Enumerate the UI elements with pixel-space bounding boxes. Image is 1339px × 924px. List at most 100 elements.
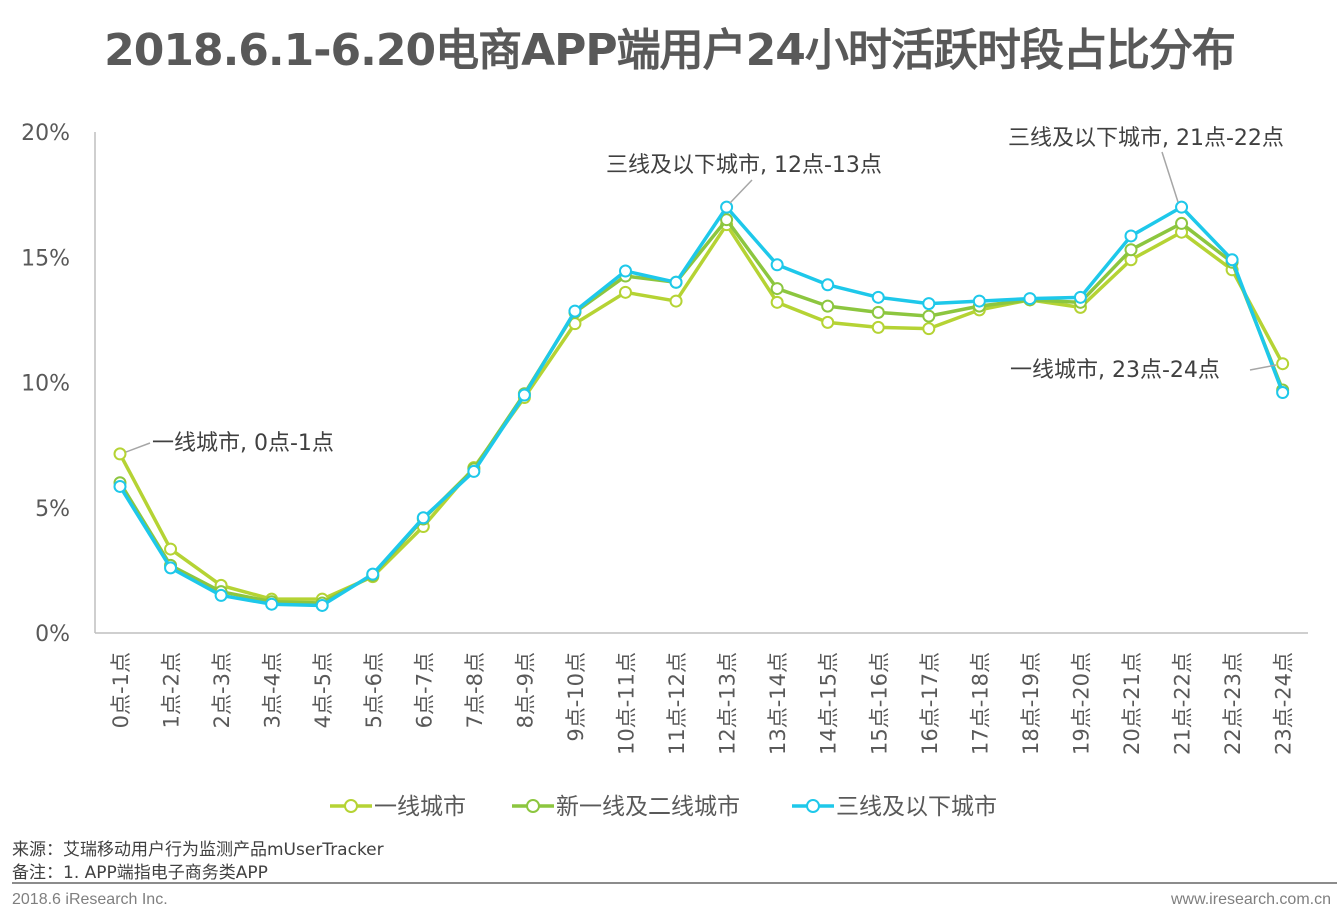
y-tick-label: 15% [21, 246, 70, 271]
x-tick-label: 7点-8点 [463, 652, 487, 728]
annotation-leader-line [1249, 364, 1277, 371]
data-point [113, 447, 127, 461]
data-point [517, 388, 531, 402]
x-tick-label: 2点-3点 [210, 652, 234, 728]
x-tick-label: 6点-7点 [412, 652, 436, 728]
x-tick-label: 20点-21点 [1120, 652, 1144, 755]
footer-divider [12, 882, 1337, 884]
legend-marker [526, 799, 540, 813]
y-tick-label: 0% [35, 622, 70, 647]
data-point [871, 290, 885, 304]
series-1 [113, 218, 1290, 606]
y-tick-label: 10% [21, 372, 70, 397]
x-tick-label: 8点-9点 [513, 652, 537, 728]
x-tick-label: 23点-24点 [1272, 652, 1296, 755]
data-point [416, 511, 430, 525]
data-point [214, 588, 228, 602]
data-point [164, 561, 178, 575]
data-point [265, 597, 279, 611]
series-2 [113, 213, 1290, 610]
footer-copyright: 2018.6 iResearch Inc. [12, 891, 168, 908]
data-point [568, 304, 582, 318]
legend-marker [806, 799, 820, 813]
data-point [1175, 200, 1189, 214]
data-point [1124, 243, 1138, 257]
data-point [619, 285, 632, 299]
data-point [1175, 216, 1189, 230]
data-point [922, 322, 936, 336]
data-point [821, 315, 835, 329]
legend-item-1: 一线城市 [330, 794, 466, 820]
data-point [315, 598, 329, 612]
data-point [1276, 386, 1290, 400]
x-tick-label: 3点-4点 [261, 652, 285, 728]
annotation-leader-line [125, 442, 151, 453]
line-chart: 0% 5% 10% 15% 20% 0点-1点 1点-2点 2点-3点 3点-4点 4点-5点 5点… [21, 121, 1308, 820]
x-tick-label: 21点-22点 [1171, 652, 1195, 755]
x-tick-label: 5点-6点 [362, 652, 386, 728]
x-tick-label: 15点-16点 [867, 652, 891, 755]
data-point [1073, 290, 1087, 304]
data-point [669, 275, 683, 289]
x-tick-label: 12点-13点 [716, 652, 740, 755]
data-point [366, 567, 380, 581]
data-point [871, 305, 885, 319]
data-point [1276, 357, 1290, 371]
data-point [1023, 292, 1037, 306]
legend-item-3: 三线及以下城市 [792, 794, 997, 820]
legend-label: 一线城市 [374, 794, 466, 820]
series-line [118, 205, 1285, 608]
series-3 [113, 200, 1290, 612]
annotation-leader-line [729, 179, 753, 204]
x-tick-label: 18点-19点 [1019, 652, 1043, 755]
data-point [619, 264, 632, 278]
footer-website: www.iresearch.com.cn [1170, 891, 1331, 908]
x-tick-label: 10点-11点 [615, 652, 639, 755]
x-tick-label: 0点-1点 [109, 652, 133, 728]
source-note: 来源：艾瑞移动用户行为监测产品mUserTracker [12, 840, 384, 860]
data-point [821, 278, 835, 292]
data-point [770, 258, 784, 272]
remark-note: 备注：1. APP端指电子商务类APP [12, 863, 268, 883]
legend: 一线城市 新一线及二线城市 三线及以下城市 [330, 794, 997, 820]
data-point [770, 282, 784, 296]
x-tick-label: 1点-2点 [160, 652, 184, 728]
annotation-leader-line [1161, 151, 1179, 203]
legend-label: 新一线及二线城市 [556, 794, 740, 820]
data-point [871, 320, 885, 334]
annotation-label: 三线及以下城市, 12点-13点 [606, 153, 882, 178]
data-point [669, 294, 683, 308]
y-tick-label: 20% [21, 121, 70, 146]
series-line [118, 217, 1285, 605]
chart-title: 2018.6.1-6.20电商APP端用户24小时活跃时段占比分布 [104, 25, 1236, 76]
legend-item-2: 新一线及二线城市 [512, 794, 740, 820]
data-point [770, 295, 784, 309]
annotation-label: 一线城市, 0点-1点 [152, 431, 334, 456]
x-tick-label: 22点-23点 [1221, 652, 1245, 755]
data-point [922, 309, 936, 323]
series-line [118, 222, 1285, 601]
data-point [1225, 253, 1239, 267]
x-tick-label: 17点-18点 [968, 652, 992, 755]
data-point [720, 200, 734, 214]
data-point [467, 464, 481, 478]
y-tick-label: 5% [35, 497, 70, 522]
data-point [164, 542, 178, 556]
annotation-label: 三线及以下城市, 21点-22点 [1008, 126, 1284, 151]
data-point [972, 294, 986, 308]
data-point [720, 213, 734, 227]
data-point [821, 299, 835, 313]
data-point [922, 297, 936, 311]
data-point [113, 479, 127, 493]
x-tick-label: 14点-15点 [817, 652, 841, 755]
x-tick-label: 16点-17点 [918, 652, 942, 755]
x-tick-label: 13点-14点 [766, 652, 790, 755]
data-point [1124, 229, 1138, 243]
legend-marker [344, 799, 358, 813]
x-tick-label: 19点-20点 [1069, 652, 1093, 755]
x-tick-label: 11点-12点 [665, 652, 689, 755]
x-tick-label: 4点-5点 [311, 652, 335, 728]
annotation-label: 一线城市, 23点-24点 [1010, 358, 1220, 383]
x-tick-label: 9点-10点 [564, 652, 588, 742]
legend-label: 三线及以下城市 [836, 794, 997, 820]
